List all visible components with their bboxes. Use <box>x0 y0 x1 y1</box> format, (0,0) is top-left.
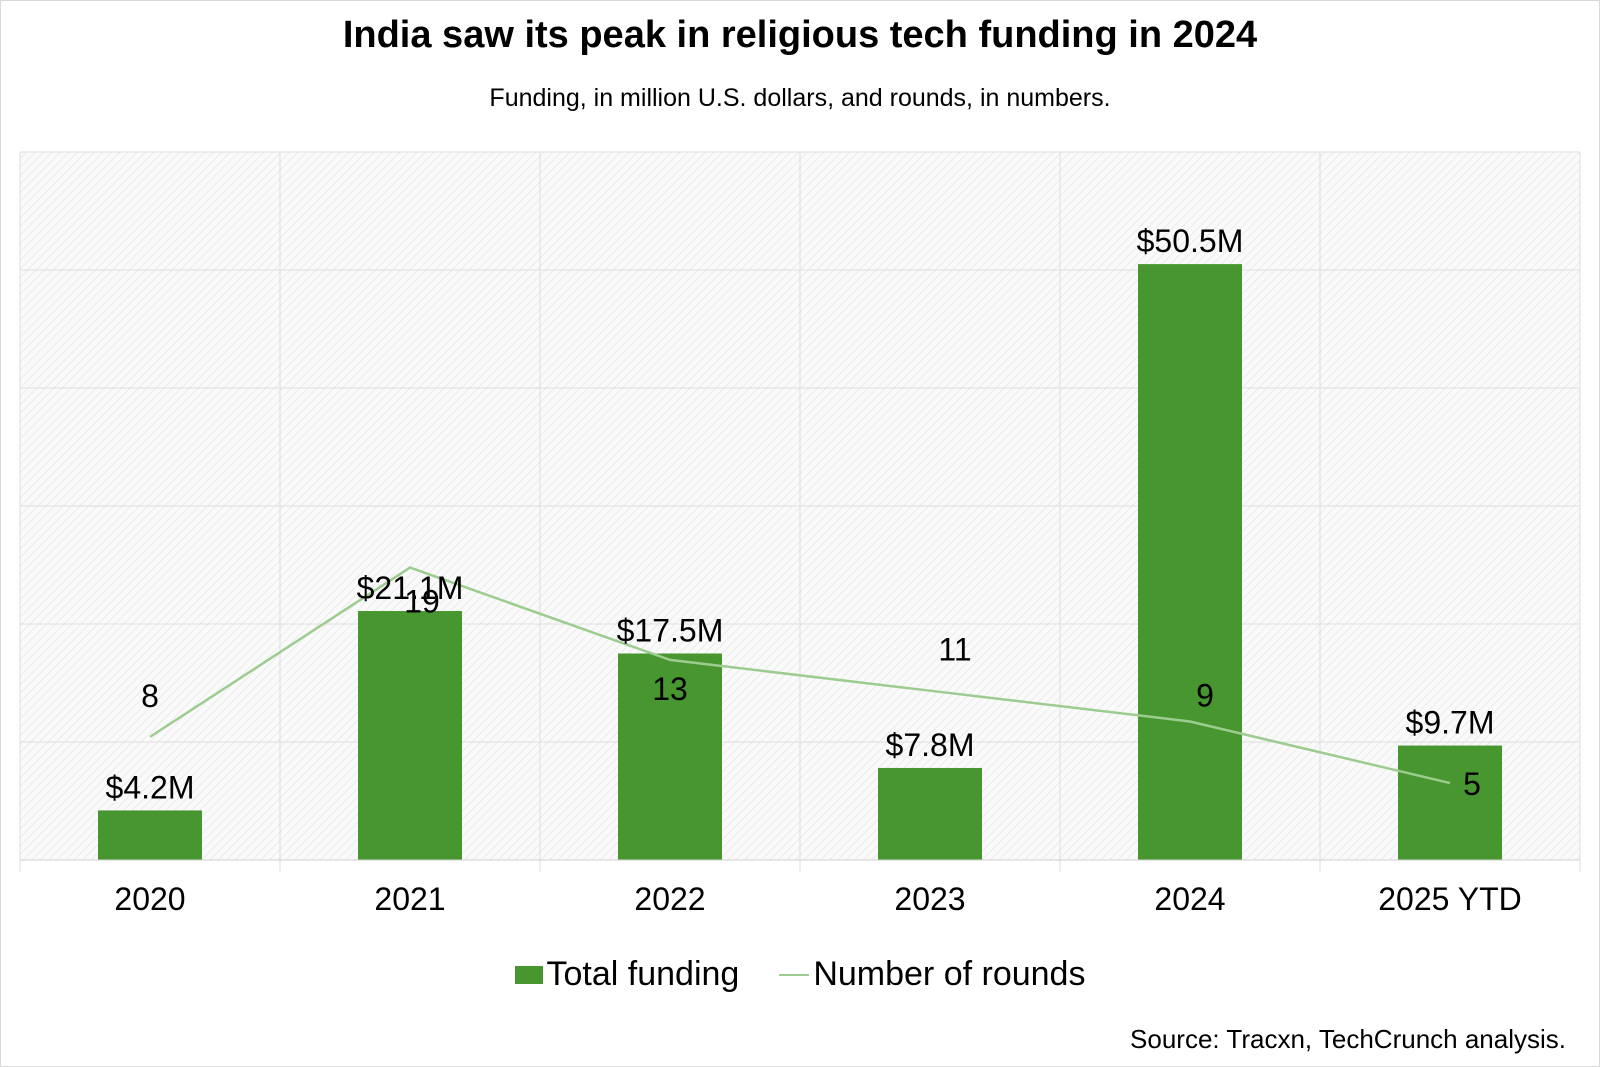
legend-item-number-of-rounds: Number of rounds <box>779 955 1085 994</box>
rounds-value-label: 9 <box>1196 677 1214 713</box>
rounds-value-label: 19 <box>404 584 440 620</box>
bar-value-label: $9.7M <box>1406 705 1495 741</box>
bar-value-label: $17.5M <box>617 613 724 649</box>
bar-value-label: $4.2M <box>106 769 195 805</box>
bar-2020 <box>98 810 202 860</box>
x-tick-label: 2020 <box>114 881 185 917</box>
rounds-value-label: 11 <box>938 632 971 668</box>
source-note: Source: Tracxn, TechCrunch analysis. <box>1130 1024 1566 1054</box>
bar-2022 <box>618 653 722 860</box>
bar-2024 <box>1138 264 1242 861</box>
x-tick-label: 2025 YTD <box>1378 881 1522 917</box>
x-tick-label: 2023 <box>894 881 965 917</box>
x-tick-label: 2022 <box>634 881 705 917</box>
bar-2025-ytd <box>1398 745 1502 860</box>
chart-subtitle: Funding, in million U.S. dollars, and ro… <box>489 84 1111 112</box>
rounds-line <box>149 566 1451 785</box>
bar-2023 <box>878 767 982 860</box>
chart-legend: Total funding Number of rounds <box>0 955 1600 994</box>
legend-label-total-funding: Total funding <box>546 955 740 993</box>
bar-2021 <box>358 611 462 860</box>
x-tick-label: 2021 <box>374 881 445 917</box>
rounds-value-label: 5 <box>1463 766 1481 802</box>
rounds-value-label: 8 <box>141 678 159 714</box>
chart-title: India saw its peak in religious tech fun… <box>342 14 1258 56</box>
bar-value-label: $7.8M <box>886 727 975 763</box>
legend-label-number-of-rounds: Number of rounds <box>813 955 1086 993</box>
legend-item-total-funding: Total funding <box>514 955 740 994</box>
bar-value-label: $21.1M <box>357 570 464 606</box>
legend-swatch-bar <box>514 965 543 984</box>
bar-value-label: $50.5M <box>1137 223 1244 259</box>
rounds-value-label: 13 <box>652 671 688 707</box>
x-tick-label: 2024 <box>1154 881 1225 917</box>
legend-swatch-line <box>779 973 810 976</box>
